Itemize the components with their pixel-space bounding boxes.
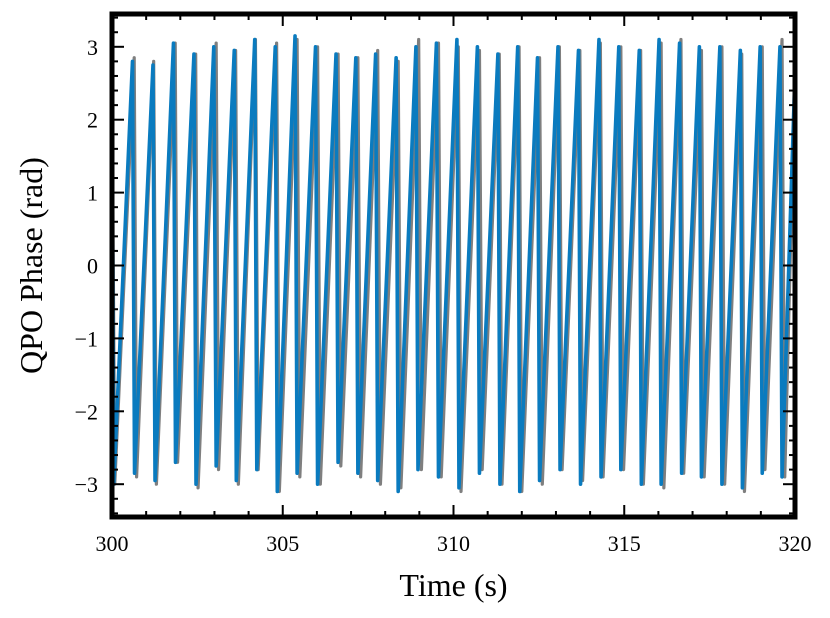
x-tick-label: 320	[779, 531, 812, 556]
y-tick-label: 0	[87, 254, 98, 279]
y-tick-label: −3	[75, 472, 98, 497]
y-axis-title: QPO Phase (rad)	[13, 157, 49, 374]
x-tick-label: 305	[266, 531, 299, 556]
x-tick-label: 310	[437, 531, 470, 556]
axis-ticks: 300 305 310 315 320 −3 −2 −1 0 1 2 3	[75, 14, 812, 556]
x-tick-label: 315	[608, 531, 641, 556]
plot-area	[109, 11, 798, 520]
y-tick-label: −2	[75, 399, 98, 424]
x-axis-title: Time (s)	[399, 567, 507, 603]
y-tick-label: −1	[75, 326, 98, 351]
y-tick-label: 2	[87, 108, 98, 133]
y-tick-label: 1	[87, 181, 98, 206]
series-2-line	[112, 34, 795, 494]
y-tick-label: 3	[87, 35, 98, 60]
x-tick-label: 300	[96, 531, 129, 556]
